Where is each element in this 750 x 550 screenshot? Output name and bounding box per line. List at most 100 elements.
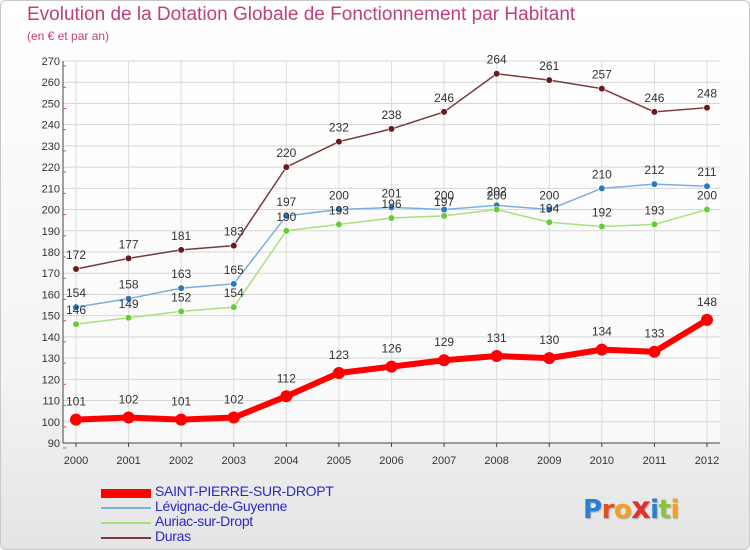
data-label: 101 — [66, 395, 86, 409]
legend-swatch — [101, 488, 151, 498]
data-point — [545, 218, 553, 226]
data-point — [280, 390, 293, 403]
data-point — [438, 354, 451, 367]
x-tick-label: 2001 — [116, 455, 140, 467]
data-point — [650, 108, 659, 116]
x-tick-label: 2004 — [274, 455, 298, 467]
data-label: 246 — [644, 91, 664, 105]
y-tick-label: 140 — [42, 332, 60, 344]
data-label: 200 — [329, 189, 349, 203]
data-label: 200 — [434, 189, 454, 203]
data-label: 201 — [381, 186, 401, 200]
data-point — [335, 220, 343, 229]
data-label: 133 — [644, 327, 664, 341]
data-label: 212 — [644, 163, 664, 177]
x-tick-label: 2007 — [432, 455, 456, 467]
data-point — [72, 303, 80, 311]
chart-title: Evolution de la Dotation Globale de Fonc… — [27, 4, 576, 25]
data-label: 123 — [329, 348, 349, 362]
data-point — [545, 205, 553, 214]
data-point — [385, 360, 398, 373]
y-tick-label: 100 — [42, 417, 60, 429]
y-tick-label: 230 — [42, 141, 60, 153]
data-label: 264 — [487, 53, 507, 67]
data-label: 148 — [697, 295, 717, 309]
data-label: 193 — [644, 203, 664, 217]
x-tick-label: 2012 — [695, 455, 719, 467]
data-point — [282, 163, 290, 171]
data-point — [650, 220, 659, 229]
line-chart: 9010011012013014015016017018019020021022… — [42, 53, 720, 467]
data-label: 152 — [171, 290, 191, 304]
x-tick-label: 2006 — [379, 455, 403, 467]
data-label: 211 — [697, 165, 716, 179]
data-point — [335, 138, 343, 146]
data-point — [335, 205, 343, 214]
data-label: 134 — [592, 325, 612, 339]
data-label: 163 — [171, 267, 191, 281]
x-tick-label: 2010 — [590, 455, 614, 467]
y-tick-label: 110 — [42, 396, 60, 408]
y-tick-label: 180 — [42, 247, 60, 259]
data-point — [650, 180, 659, 188]
data-label: 177 — [119, 237, 139, 251]
data-label: 172 — [66, 248, 86, 262]
y-tick-label: 150 — [42, 311, 60, 323]
y-tick-label: 210 — [42, 183, 60, 195]
legend-label: SAINT-PIERRE-SUR-DROPT — [155, 483, 334, 499]
data-label: 102 — [119, 393, 139, 407]
y-tick-label: 220 — [42, 162, 60, 174]
data-label: 248 — [697, 87, 717, 101]
data-label: 210 — [592, 167, 612, 181]
y-tick-label: 120 — [42, 374, 60, 386]
data-label: 112 — [277, 371, 296, 385]
data-point — [490, 349, 503, 362]
y-tick-label: 90 — [48, 438, 60, 450]
data-label: 149 — [119, 297, 139, 311]
data-point — [387, 125, 396, 133]
data-point — [387, 203, 396, 212]
x-tick-label: 2009 — [537, 455, 561, 467]
data-label: 192 — [592, 206, 612, 220]
x-tick-label: 2002 — [169, 455, 193, 467]
data-point — [122, 411, 135, 424]
data-label: 202 — [487, 184, 507, 198]
data-point — [230, 280, 238, 288]
data-point — [177, 307, 185, 316]
data-point — [703, 104, 711, 112]
data-point — [598, 222, 606, 231]
legend-swatch — [101, 522, 151, 524]
x-tick-label: 2005 — [327, 455, 351, 467]
data-label: 238 — [381, 108, 401, 122]
x-tick-label: 2008 — [484, 455, 508, 467]
chart-subtitle: (en € et par an) — [27, 29, 110, 43]
data-point — [703, 182, 711, 190]
legend-swatch — [101, 507, 151, 509]
data-point — [72, 265, 80, 273]
y-tick-label: 200 — [42, 205, 60, 217]
x-tick-label: 2011 — [643, 455, 667, 467]
x-tick-label: 2000 — [64, 455, 88, 467]
data-point — [282, 212, 290, 220]
data-label: 220 — [276, 146, 296, 160]
data-label: 154 — [224, 286, 244, 300]
data-label: 200 — [697, 189, 717, 203]
data-point — [332, 366, 345, 379]
data-point — [598, 84, 606, 93]
data-point — [175, 413, 188, 426]
data-point — [124, 295, 133, 303]
data-label: 146 — [66, 303, 86, 317]
data-label: 200 — [487, 189, 507, 203]
data-label: 183 — [224, 225, 244, 239]
data-label: 129 — [434, 335, 454, 349]
y-tick-label: 190 — [42, 226, 60, 238]
legend-label: Auriac-sur-Dropt — [155, 513, 253, 529]
data-label: 181 — [171, 229, 191, 243]
proxiti-logo: Proxiti — [583, 491, 679, 526]
data-label: 165 — [224, 263, 244, 277]
data-point — [70, 413, 82, 426]
data-point — [124, 314, 133, 322]
data-point — [543, 352, 556, 365]
data-point — [387, 214, 396, 222]
